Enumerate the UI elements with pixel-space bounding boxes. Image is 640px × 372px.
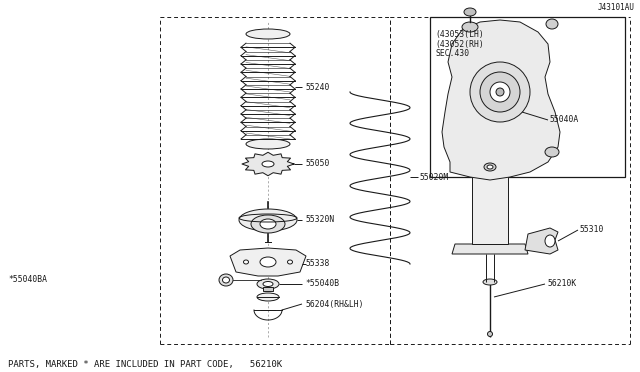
Text: J43101AU: J43101AU [598,3,635,12]
Ellipse shape [223,277,230,283]
Ellipse shape [257,279,279,289]
Bar [472,149,508,244]
Ellipse shape [488,331,493,337]
Text: (43053(LH): (43053(LH) [435,29,484,38]
Ellipse shape [490,82,510,102]
Ellipse shape [484,163,496,171]
Polygon shape [230,248,306,276]
Ellipse shape [219,274,233,286]
Ellipse shape [287,260,292,264]
Polygon shape [242,152,294,176]
Ellipse shape [545,147,559,157]
Ellipse shape [487,165,493,169]
Text: 55310: 55310 [580,225,604,234]
Text: 56204(RH&LH): 56204(RH&LH) [305,299,364,308]
Text: 55240: 55240 [305,83,330,92]
Ellipse shape [518,112,526,116]
Text: 55338: 55338 [305,260,330,269]
Polygon shape [263,287,273,291]
Ellipse shape [260,257,276,267]
Ellipse shape [246,139,290,149]
Text: *55040B: *55040B [305,279,339,289]
Polygon shape [525,228,558,254]
Ellipse shape [257,293,279,301]
Ellipse shape [470,62,530,122]
Text: *55040BA: *55040BA [8,276,47,285]
Text: 55020M: 55020M [420,173,449,182]
Text: (43052(RH): (43052(RH) [435,39,484,48]
Ellipse shape [246,29,290,39]
Bar [478,129,502,149]
Text: 55040A: 55040A [550,115,579,125]
Ellipse shape [545,235,555,247]
Ellipse shape [260,219,276,229]
Ellipse shape [480,72,520,112]
Polygon shape [452,244,528,254]
Ellipse shape [483,279,497,285]
Text: 55320N: 55320N [305,215,334,224]
Ellipse shape [239,209,297,231]
Ellipse shape [518,102,526,106]
Ellipse shape [464,8,476,16]
Polygon shape [442,20,560,180]
Text: 56210K: 56210K [548,279,577,289]
Text: PARTS, MARKED * ARE INCLUDED IN PART CODE,   56210K: PARTS, MARKED * ARE INCLUDED IN PART COD… [8,360,282,369]
Ellipse shape [263,282,273,286]
Text: 55050: 55050 [305,160,330,169]
Ellipse shape [462,22,478,32]
Ellipse shape [251,215,285,233]
Ellipse shape [546,19,558,29]
Ellipse shape [496,88,504,96]
Bar [430,17,625,177]
Ellipse shape [243,260,248,264]
Text: SEC.430: SEC.430 [435,49,469,58]
Ellipse shape [262,161,274,167]
Polygon shape [462,94,518,129]
